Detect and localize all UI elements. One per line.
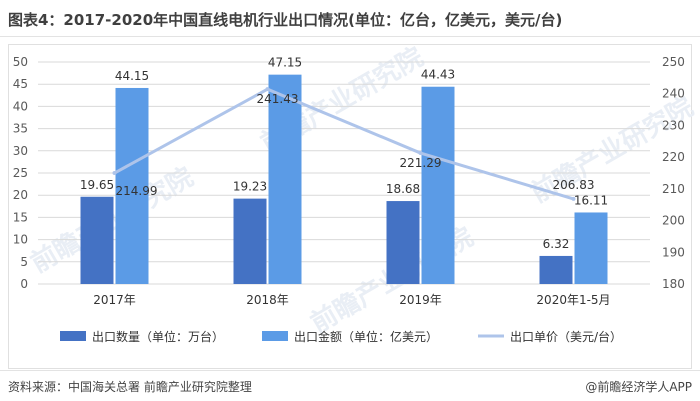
left-axis-tick-label: 10 xyxy=(13,233,28,247)
left-axis-tick-label: 15 xyxy=(13,210,28,224)
data-label-quantity: 6.32 xyxy=(543,237,570,251)
price-point xyxy=(571,196,576,201)
right-axis-tick-label: 240 xyxy=(662,87,685,101)
left-axis-tick-label: 45 xyxy=(13,77,28,91)
right-axis-tick-label: 220 xyxy=(662,150,685,164)
category-label: 2020年1-5月 xyxy=(536,293,610,307)
price-point xyxy=(265,87,270,92)
price-point xyxy=(418,151,423,156)
data-label-quantity: 19.65 xyxy=(80,178,114,192)
legend-label: 出口金额（单位：亿美元） xyxy=(294,329,438,344)
legend-label: 出口单价（美元/台） xyxy=(510,329,622,344)
left-axis-tick-label: 25 xyxy=(13,166,28,180)
right-axis-tick-label: 250 xyxy=(662,55,685,69)
right-axis-tick-label: 200 xyxy=(662,214,685,228)
left-axis-tick-label: 30 xyxy=(13,144,28,158)
data-label-price: 214.99 xyxy=(116,184,158,198)
legend-swatch xyxy=(262,331,288,341)
category-label: 2017年 xyxy=(93,293,136,307)
right-axis-tick-label: 190 xyxy=(662,245,685,259)
left-axis-tick-label: 5 xyxy=(20,255,28,269)
data-label-amount: 44.15 xyxy=(115,69,149,83)
data-label-amount: 47.15 xyxy=(268,56,302,70)
bar-amount xyxy=(421,86,455,284)
legend-label: 出口数量（单位：万台） xyxy=(92,329,224,344)
data-label-amount: 16.11 xyxy=(574,193,608,207)
right-axis-tick-label: 230 xyxy=(662,118,685,132)
left-axis-tick-label: 50 xyxy=(13,55,28,69)
price-point xyxy=(112,171,117,176)
right-axis-tick-label: 180 xyxy=(662,277,685,291)
data-label-quantity: 19.23 xyxy=(233,180,267,194)
data-label-quantity: 18.68 xyxy=(386,182,420,196)
bar-amount xyxy=(115,87,149,284)
bar-quantity xyxy=(539,255,573,284)
data-label-amount: 44.43 xyxy=(421,68,455,82)
category-label: 2019年 xyxy=(399,293,442,307)
bar-quantity xyxy=(386,201,420,284)
bar-quantity xyxy=(233,198,267,284)
right-axis-tick-label: 210 xyxy=(662,182,685,196)
category-label: 2018年 xyxy=(246,293,289,307)
brand-credit: @前瞻经济学人APP xyxy=(585,380,692,394)
title-bar: 图表4：2017-2020年中国直线电机行业出口情况(单位：亿台，亿美元，美元/… xyxy=(0,0,700,37)
bar-amount xyxy=(268,74,302,285)
legend-swatch xyxy=(60,331,86,341)
combo-chart: 0 5 10 15 20 25 30 35 40 45 50 180 190 200 210 220 230 24… xyxy=(13,55,685,344)
data-label-price: 221.29 xyxy=(400,156,442,170)
bar-amount xyxy=(574,212,608,284)
plot-frame xyxy=(8,44,692,369)
price-line xyxy=(113,87,574,201)
left-axis-tick-label: 35 xyxy=(13,122,28,136)
left-axis-tick-label: 40 xyxy=(13,99,28,113)
left-axis-tick-label: 0 xyxy=(20,277,28,291)
source-note: 资料来源：中国海关总署 前瞻产业研究院整理 xyxy=(8,380,252,394)
footer: 资料来源：中国海关总署 前瞻产业研究院整理 @前瞻经济学人APP xyxy=(0,370,700,401)
left-axis-tick-label: 20 xyxy=(13,188,28,202)
data-label-price: 206.83 xyxy=(553,178,595,192)
data-label-price: 241.43 xyxy=(257,92,299,106)
chart-title: 图表4：2017-2020年中国直线电机行业出口情况(单位：亿台，亿美元，美元/… xyxy=(8,11,563,29)
bar-quantity xyxy=(80,196,114,284)
